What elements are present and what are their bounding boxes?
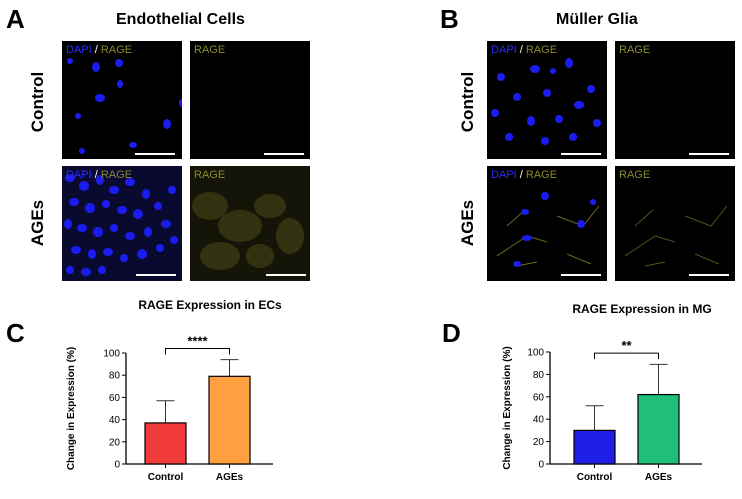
chart-d: 0 20 40 60 80 100 Change in Expression (%) Cont…	[496, 318, 726, 499]
chart-c-y-axis-label: Change in Expression (%)	[66, 347, 77, 470]
ec-ages-rage-label: RAGE	[194, 169, 226, 181]
chart-d-title: RAGE Expression in MG	[572, 302, 712, 316]
micrograph-mg-control-merge: DAPI / RAGE	[487, 41, 607, 159]
chart-d-significance-label: **	[621, 338, 632, 353]
micrograph-ec-control-merge: DAPI / RAGE	[62, 41, 182, 159]
chart-d-bar-control	[573, 429, 616, 465]
row-label-control-b: Control	[458, 71, 477, 133]
panel-a-title: Endothelial Cells	[116, 11, 245, 28]
chart-c-svg: 0 20 40 60 80 100 Change in Expression (%) Cont…	[66, 334, 273, 483]
chart-c-title: RAGE Expression in ECs	[138, 298, 282, 312]
mg-ages-nuclei-image	[496, 192, 601, 276]
chart-c-x-tick-label: Control	[148, 472, 184, 483]
mg-ages-rage-label: RAGE	[619, 169, 651, 181]
chart-c-bar-ages	[208, 375, 251, 465]
chart-d-y-tick-label: 0	[538, 460, 544, 471]
chart-c-bar-control	[144, 422, 187, 465]
chart-c: 0 20 40 60 80 100 Change in Expression (%) Cont…	[60, 314, 290, 499]
panel-letter-b: B	[440, 4, 459, 34]
mg-ages-merge-label: DAPI / RAGE	[491, 169, 558, 181]
panel-letter-a: A	[6, 4, 25, 34]
ec-control-rage-label: RAGE	[194, 44, 226, 56]
chart-d-x-tick-label: AGEs	[645, 472, 673, 483]
chart-c-y-tick-label: 60	[109, 393, 121, 404]
chart-c-significance-bracket	[165, 348, 230, 355]
chart-d-y-tick-label: 20	[533, 437, 545, 448]
micrograph-ec-ages-rage: RAGE	[190, 166, 310, 281]
mg-control-merge-label: DAPI / RAGE	[491, 44, 558, 56]
ec-control-nuclei-image	[67, 58, 182, 155]
panel-letter-d: D	[442, 318, 461, 348]
chart-d-y-tick-label: 60	[533, 392, 545, 403]
row-label-ages-a: AGEs	[28, 199, 47, 247]
chart-c-y-tick-label: 20	[109, 437, 121, 448]
chart-d-significance-bracket	[594, 352, 659, 360]
mg-control-nuclei-image	[491, 58, 601, 155]
chart-d-x-tick-label: Control	[577, 472, 613, 483]
chart-d-y-tick-label: 40	[533, 415, 545, 426]
panel-b-title: Müller Glia	[556, 11, 638, 28]
panel-letter-c: C	[6, 318, 25, 348]
row-label-control-a: Control	[28, 71, 47, 133]
chart-c-y-tick-label: 40	[109, 415, 121, 426]
row-label-ages-b: AGEs	[458, 199, 477, 247]
chart-c-y-tick-label: 100	[103, 349, 120, 360]
ec-control-merge-label: DAPI / RAGE	[66, 44, 133, 56]
micrograph-mg-ages-merge: DAPI / RAGE	[487, 166, 607, 281]
micrograph-mg-control-rage: RAGE	[615, 41, 735, 159]
ec-ages-merge-label: DAPI / RAGE	[66, 169, 133, 181]
mg-control-rage-label: RAGE	[619, 44, 651, 56]
micrograph-mg-ages-rage: RAGE	[615, 166, 735, 281]
chart-d-y-tick-label: 80	[533, 370, 545, 381]
chart-d-bar-ages	[637, 393, 680, 465]
ec-ages-rage-image	[190, 166, 310, 281]
chart-c-significance-label: ****	[187, 334, 208, 349]
chart-d-y-axis-label: Change in Expression (%)	[502, 346, 513, 469]
chart-c-x-tick-label: AGEs	[216, 472, 244, 483]
mg-ages-rage-image	[624, 205, 729, 276]
chart-d-svg: 0 20 40 60 80 100 Change in Expression (%) Cont…	[502, 338, 702, 483]
mg-control-rage-image	[689, 153, 729, 155]
chart-d-y-tick-label: 100	[527, 348, 544, 359]
chart-c-y-tick-label: 80	[109, 371, 121, 382]
chart-c-y-tick-label: 0	[114, 460, 120, 471]
ec-control-rage-image	[264, 153, 304, 155]
ec-ages-nuclei-image	[62, 166, 182, 281]
micrograph-ec-ages-merge: DAPI / RAGE	[62, 166, 182, 281]
micrograph-ec-control-rage: RAGE	[190, 41, 310, 159]
